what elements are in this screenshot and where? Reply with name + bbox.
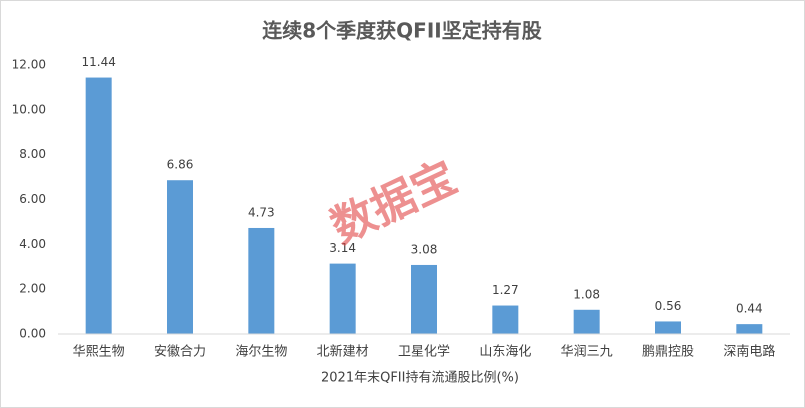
- x-tick-label: 华润三九: [561, 345, 613, 360]
- data-label: 1.08: [573, 287, 600, 301]
- x-tick-label: 北新建材: [317, 344, 369, 360]
- y-tick-label: 8.00: [19, 147, 46, 161]
- x-tick-label: 鹏鼎控股: [642, 345, 694, 360]
- y-tick-label: 0.00: [19, 327, 46, 341]
- y-tick-label: 2.00: [19, 282, 46, 296]
- bar: [167, 180, 193, 334]
- data-label: 1.27: [492, 283, 519, 297]
- bar: [411, 264, 437, 334]
- data-label: 0.56: [655, 299, 682, 313]
- data-label: 4.73: [248, 205, 275, 219]
- y-tick-label: 12.00: [12, 58, 46, 72]
- bar: [85, 77, 112, 334]
- bar: [492, 305, 519, 334]
- data-label: 3.14: [329, 241, 356, 255]
- x-tick-label: 深南电路: [723, 344, 775, 360]
- bar: [248, 227, 275, 334]
- x-axis-title: 2021年末QFII持有流通股比例(%): [321, 371, 519, 386]
- y-tick-label: 10.00: [12, 102, 46, 116]
- chart-title: 连续8个季度获QFII坚定持有股: [262, 19, 541, 43]
- x-tick-label: 山东海化: [479, 345, 531, 360]
- y-tick-label: 4.00: [19, 237, 46, 251]
- x-tick-label: 安徽合力: [154, 345, 206, 360]
- data-label: 0.44: [736, 302, 763, 316]
- bar: [329, 263, 356, 334]
- x-tick-label: 华熙生物: [73, 345, 125, 360]
- bar: [736, 324, 763, 334]
- data-label: 3.08: [411, 242, 438, 256]
- x-tick-label: 海尔生物: [235, 345, 287, 360]
- x-tick-label: 卫星化学: [398, 344, 450, 360]
- bar: [573, 309, 600, 334]
- bar: [655, 321, 681, 334]
- data-label: 6.86: [167, 158, 194, 172]
- y-tick-label: 6.00: [19, 192, 46, 206]
- data-label: 11.44: [81, 55, 115, 69]
